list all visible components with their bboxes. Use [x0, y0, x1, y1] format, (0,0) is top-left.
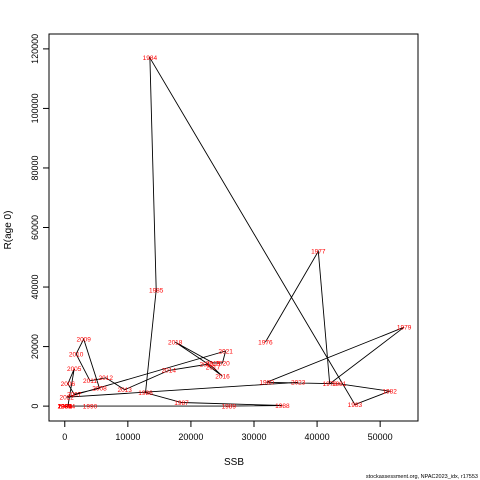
- year-label-1995: 1995: [58, 403, 73, 410]
- year-label-2017: 2017: [206, 365, 221, 372]
- year-label-2003: 2003: [58, 403, 73, 410]
- year-label-2013: 2013: [117, 387, 132, 394]
- y-tick-label: 100000: [30, 93, 40, 123]
- y-tick-label: 0: [30, 404, 40, 409]
- year-label-2012: 2012: [99, 375, 114, 382]
- x-axis-label: SSB: [224, 457, 244, 468]
- year-label-2016: 2016: [215, 374, 230, 381]
- year-label-2006: 2006: [61, 381, 76, 388]
- y-axis: 0 20000 40000 60000 80000 100000 120000: [30, 34, 50, 409]
- year-label-1997: 1997: [58, 403, 73, 410]
- year-label-2014: 2014: [162, 368, 177, 375]
- year-label-1986: 1986: [138, 390, 153, 397]
- year-label-1989: 1989: [222, 403, 237, 410]
- year-label-1980: 1980: [259, 380, 274, 387]
- year-label-2021: 2021: [218, 348, 233, 355]
- plot-marks: 1976 1977 1978 1979 1980 1981 1982 1983 1984 1985…: [58, 55, 412, 410]
- y-tick-label: 120000: [30, 34, 40, 64]
- year-label-2000: 2000: [58, 403, 73, 410]
- year-label-2022: 2022: [59, 395, 74, 402]
- credit-text: stockassessment.org, NPAC2023_idx, r1755…: [366, 474, 478, 480]
- year-label-1998: 1998: [58, 403, 73, 410]
- y-tick-label: 40000: [30, 274, 40, 299]
- year-label-1976: 1976: [258, 339, 273, 346]
- year-label-1991: 1991: [58, 403, 73, 410]
- year-label-2023: 2023: [291, 380, 306, 387]
- year-label-1978: 1978: [322, 381, 337, 388]
- plot-frame: [48, 33, 419, 422]
- x-tick-label: 40000: [305, 432, 330, 442]
- sr-trajectory-line: [64, 56, 405, 407]
- year-label-1993: 1993: [58, 403, 73, 410]
- year-label-2010: 2010: [69, 351, 84, 358]
- year-label-1987: 1987: [174, 400, 189, 407]
- x-axis: 0 10000 20000 30000 40000 50000: [62, 420, 393, 442]
- year-label-2008: 2008: [92, 386, 107, 393]
- y-tick-label: 20000: [30, 334, 40, 359]
- year-label-2019: 2019: [206, 360, 221, 367]
- x-tick-label: 10000: [115, 432, 140, 442]
- y-tick-label: 80000: [30, 155, 40, 180]
- y-tick-label: 60000: [30, 215, 40, 240]
- year-label-1988: 1988: [275, 403, 290, 410]
- year-label-1983: 1983: [348, 402, 363, 409]
- year-label-2018: 2018: [168, 339, 183, 346]
- year-label-2005: 2005: [67, 366, 82, 373]
- year-label-1990: 1990: [83, 403, 98, 410]
- year-label-1999: 1999: [58, 403, 73, 410]
- year-label-2002: 2002: [58, 403, 73, 410]
- year-label-1981: 1981: [332, 381, 347, 388]
- year-label-1994: 1994: [58, 403, 73, 410]
- year-label-1992: 1992: [58, 403, 73, 410]
- x-tick-label: 20000: [178, 432, 203, 442]
- y-axis-label: R(age 0): [3, 211, 14, 250]
- year-label-1979: 1979: [397, 325, 412, 332]
- x-tick-label: 50000: [368, 432, 393, 442]
- year-label-1985: 1985: [149, 287, 164, 294]
- year-label-2001: 2001: [58, 403, 73, 410]
- year-label-2015: 2015: [199, 362, 214, 369]
- x-tick-label: 30000: [241, 432, 266, 442]
- year-label-1982: 1982: [382, 389, 397, 396]
- year-label-2004: 2004: [61, 403, 76, 410]
- year-label-1984: 1984: [143, 55, 158, 62]
- year-label-2009: 2009: [76, 336, 91, 343]
- x-tick-label: 0: [62, 432, 67, 442]
- year-label-1996: 1996: [58, 403, 73, 410]
- year-label-2020: 2020: [215, 360, 230, 367]
- year-label-2011: 2011: [83, 378, 97, 385]
- year-label-2007: 2007: [67, 392, 82, 399]
- year-label-1977: 1977: [311, 249, 326, 256]
